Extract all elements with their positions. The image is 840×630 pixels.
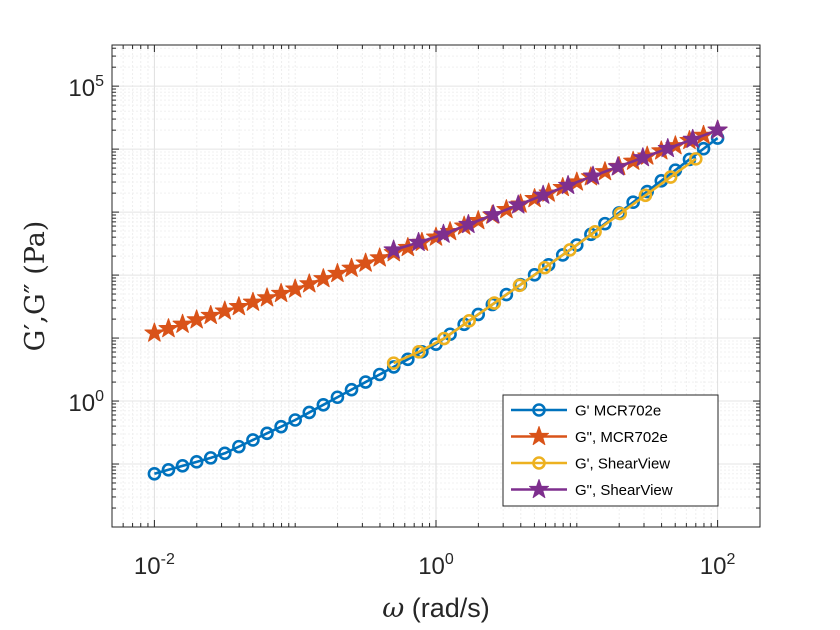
- data-point: [313, 268, 334, 288]
- data-point: [246, 433, 260, 447]
- data-point: [383, 239, 404, 259]
- data-point: [499, 287, 514, 302]
- data-point: [271, 282, 292, 303]
- data-point: [433, 223, 454, 243]
- data-point: [462, 314, 476, 328]
- data-point: [638, 188, 653, 203]
- data-point: [632, 147, 653, 167]
- data-point: [563, 243, 577, 257]
- data-point: [175, 459, 190, 473]
- data-point: [302, 405, 317, 420]
- data-point: [242, 291, 263, 311]
- data-point: [582, 165, 604, 185]
- data-point: [408, 231, 429, 252]
- data-point: [144, 322, 165, 342]
- data-point: [172, 313, 193, 333]
- series-layer: [144, 119, 728, 481]
- data-point: [689, 152, 703, 166]
- data-point: [158, 318, 179, 338]
- x-tick-label: 100: [418, 551, 454, 580]
- y-tick-label: 105: [68, 73, 104, 102]
- legend-entry: G", MCR702e: [511, 426, 668, 446]
- data-point: [508, 194, 529, 214]
- legend-label: G", ShearView: [575, 482, 673, 499]
- data-point: [533, 184, 554, 204]
- data-point: [696, 141, 711, 156]
- data-point: [607, 156, 628, 176]
- data-point: [527, 267, 542, 282]
- data-point: [316, 398, 331, 412]
- data-point: [487, 296, 502, 310]
- data-point: [344, 382, 359, 397]
- data-point: [285, 278, 306, 298]
- legend-label: G", MCR702e: [575, 429, 668, 446]
- x-axis-unit: (rad/s): [404, 593, 490, 623]
- data-point: [657, 138, 678, 158]
- data-point: [189, 455, 204, 469]
- x-axis-symbol: ω: [382, 593, 404, 624]
- data-point: [369, 247, 390, 267]
- data-point: [358, 375, 373, 389]
- data-point: [626, 195, 640, 210]
- data-point: [200, 304, 221, 325]
- legend-entry: G", ShearView: [511, 479, 673, 499]
- data-point: [214, 300, 235, 320]
- data-point: [386, 356, 401, 370]
- data-point: [598, 216, 612, 231]
- tick-labels: 10-2 100 102 100 105: [68, 73, 735, 580]
- data-point: [437, 331, 451, 346]
- data-point: [372, 367, 387, 382]
- data-point: [299, 273, 320, 293]
- data-point: [330, 390, 345, 405]
- x-tick-label: 10-2: [134, 551, 175, 580]
- data-point: [355, 252, 376, 272]
- legend-label: G' MCR702e: [575, 403, 661, 420]
- legend-entry: G' MCR702e: [511, 403, 661, 420]
- data-point: [274, 419, 288, 434]
- data-point: [288, 413, 302, 427]
- data-point: [558, 174, 579, 195]
- data-point: [483, 204, 504, 224]
- data-point: [203, 451, 218, 465]
- data-point: [537, 260, 552, 275]
- data-point: [228, 296, 249, 316]
- data-point: [232, 439, 246, 454]
- legend-marker: [532, 456, 546, 470]
- data-point: [458, 213, 479, 234]
- y-tick-label: 100: [68, 388, 104, 417]
- legend-marker: [528, 426, 550, 446]
- data-point: [327, 262, 348, 283]
- series-4: [383, 119, 728, 259]
- data-point: [257, 287, 278, 307]
- legend-entry: G', ShearView: [511, 456, 670, 473]
- data-point: [411, 345, 426, 359]
- legend-marker: [528, 479, 550, 499]
- legend-marker: [532, 403, 546, 417]
- series-3: [386, 152, 703, 370]
- data-point: [260, 426, 274, 441]
- data-point: [588, 225, 602, 239]
- series-line: [393, 157, 697, 365]
- data-point: [512, 278, 527, 293]
- data-point: [471, 307, 486, 322]
- x-axis-title: ω (rad/s): [382, 593, 490, 624]
- data-point: [682, 128, 703, 148]
- data-point: [186, 309, 207, 329]
- data-point: [663, 170, 678, 184]
- data-point: [217, 446, 232, 461]
- data-point: [341, 257, 362, 277]
- axis-ticks: [111, 45, 761, 528]
- y-axis-title: G′,G″ (Pa): [20, 221, 51, 352]
- legend-label: G', ShearView: [575, 456, 670, 473]
- data-point: [161, 463, 176, 477]
- data-point: [613, 206, 628, 221]
- legend: G' MCR702e G", MCR702e G', ShearView G", Sh…: [502, 394, 719, 507]
- x-tick-label: 102: [700, 551, 736, 580]
- data-point: [147, 466, 162, 481]
- data-point: [707, 119, 728, 139]
